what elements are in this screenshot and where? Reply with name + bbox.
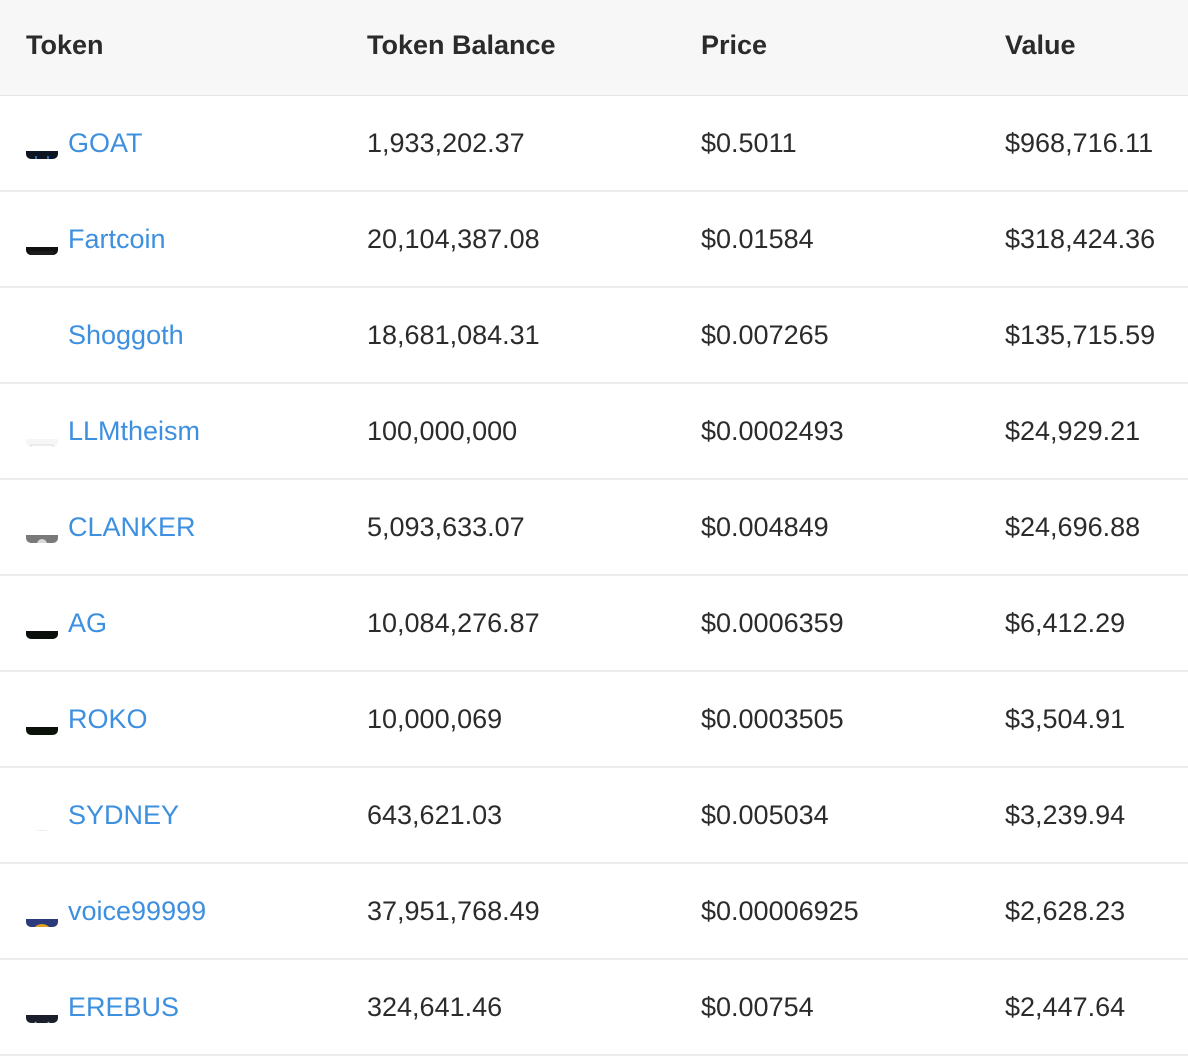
table-row: voice99999 37,951,768.49 $0.00006925 $2,… [0, 864, 1188, 960]
token-link[interactable]: GOAT [68, 128, 143, 158]
table-row: ROKO 10,000,069 $0.0003505 $3,504.91 [0, 672, 1188, 768]
token-balance: 643,621.03 [367, 800, 503, 830]
header-token-balance[interactable]: Token Balance [367, 30, 556, 60]
token-value: $2,447.64 [1005, 992, 1126, 1022]
token-link[interactable]: Fartcoin [68, 224, 166, 254]
token-price: $0.01584 [701, 224, 814, 254]
sydney-icon[interactable] [26, 799, 58, 831]
token-link[interactable]: CLANKER [68, 512, 196, 542]
token-value: $318,424.36 [1005, 224, 1156, 254]
table-row: EREBUS 324,641.46 $0.00754 $2,447.64 [0, 960, 1188, 1056]
token-link[interactable]: AG [68, 608, 108, 638]
token-balance: 324,641.46 [367, 992, 503, 1022]
token-link[interactable]: voice99999 [68, 896, 207, 926]
token-balance: 18,681,084.31 [367, 320, 540, 350]
table-row: SYDNEY 643,621.03 $0.005034 $3,239.94 [0, 768, 1188, 864]
header-price[interactable]: Price [701, 30, 768, 60]
token-value: $6,412.29 [1005, 608, 1126, 638]
table-row: AG 10,084,276.87 $0.0006359 $6,412.29 [0, 576, 1188, 672]
token-balance: 10,084,276.87 [367, 608, 540, 638]
table-row: Fartcoin 20,104,387.08 $0.01584 $318,424… [0, 192, 1188, 288]
llmtheism-icon[interactable] [26, 415, 58, 447]
token-price: $0.0006359 [701, 608, 844, 638]
token-balance: 100,000,000 [367, 416, 518, 446]
token-value: $968,716.11 [1005, 128, 1154, 158]
header-token[interactable]: Token [26, 30, 104, 60]
table-row: LLMtheism 100,000,000 $0.0002493 $24,929… [0, 384, 1188, 480]
token-value: $3,504.91 [1005, 704, 1126, 734]
ag-icon[interactable] [26, 607, 58, 639]
token-price: $0.0003505 [701, 704, 844, 734]
token-value: $3,239.94 [1005, 800, 1126, 830]
token-price: $0.004849 [701, 512, 829, 542]
token-price: $0.5011 [701, 128, 797, 158]
token-balance: 20,104,387.08 [367, 224, 540, 254]
shoggoth-icon[interactable] [26, 319, 58, 351]
token-value: $135,715.59 [1005, 320, 1156, 350]
token-link[interactable]: EREBUS [68, 992, 180, 1022]
token-price: $0.00754 [701, 992, 814, 1022]
roko-icon[interactable] [26, 703, 58, 735]
token-value: $24,929.21 [1005, 416, 1141, 446]
token-balance: 10,000,069 [367, 704, 503, 734]
table-row: GOAT 1,933,202.37 $0.5011 $968,716.11 [0, 96, 1188, 192]
token-link[interactable]: SYDNEY [68, 800, 180, 830]
voice99999-icon[interactable] [26, 895, 58, 927]
token-value: $2,628.23 [1005, 896, 1126, 926]
token-price: $0.005034 [701, 800, 829, 830]
token-price: $0.007265 [701, 320, 829, 350]
header-value[interactable]: Value [1005, 30, 1076, 60]
table-row: CLANKER 5,093,633.07 $0.004849 $24,696.8… [0, 480, 1188, 576]
table-header: Token Token Balance Price Value [0, 0, 1188, 96]
token-price: $0.0002493 [701, 416, 844, 446]
token-value: $24,696.88 [1005, 512, 1141, 542]
goat-icon[interactable] [26, 127, 58, 159]
token-link[interactable]: LLMtheism [68, 416, 201, 446]
table-row: Shoggoth 18,681,084.31 $0.007265 $135,71… [0, 288, 1188, 384]
token-balance: 5,093,633.07 [367, 512, 525, 542]
token-link[interactable]: Shoggoth [68, 320, 184, 350]
token-link[interactable]: ROKO [68, 704, 148, 734]
erebus-icon[interactable] [26, 991, 58, 1023]
token-balance: 1,933,202.37 [367, 128, 525, 158]
token-price: $0.00006925 [701, 896, 859, 926]
token-balance: 37,951,768.49 [367, 896, 540, 926]
clanker-icon[interactable] [26, 511, 58, 543]
fartcoin-icon[interactable] [26, 223, 58, 255]
